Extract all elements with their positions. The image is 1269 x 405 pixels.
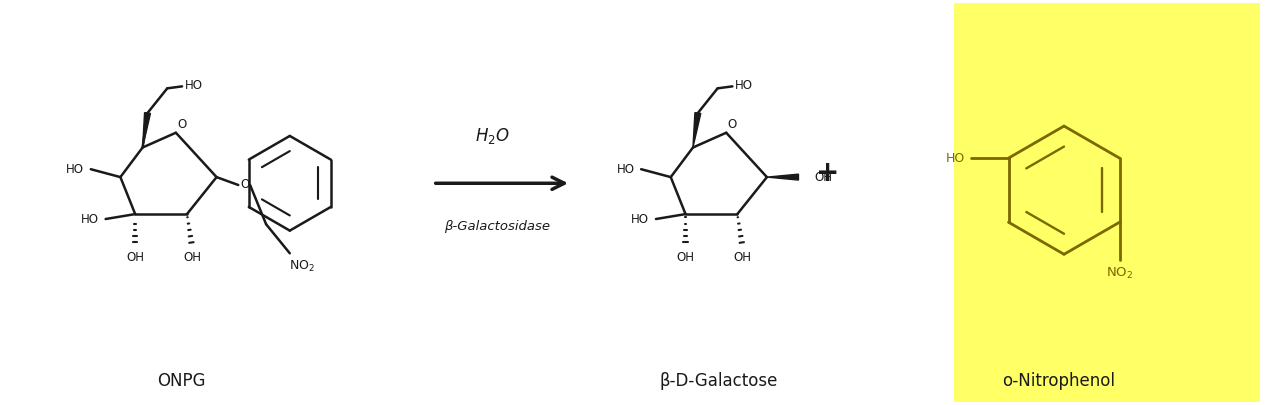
Text: O: O (727, 118, 737, 131)
Text: $H_2O$: $H_2O$ (475, 126, 509, 146)
Text: β-Galactosidase: β-Galactosidase (444, 220, 549, 233)
Text: OH: OH (676, 251, 694, 264)
Text: O: O (241, 179, 250, 192)
Text: ONPG: ONPG (157, 371, 206, 390)
Bar (954, 3, 1260, 402)
Text: HO: HO (735, 79, 754, 92)
Text: HO: HO (81, 213, 99, 226)
Text: O: O (178, 118, 187, 131)
Text: OH: OH (815, 171, 832, 183)
Text: OH: OH (183, 251, 201, 264)
Text: NO$_2$: NO$_2$ (288, 258, 315, 274)
Text: β-D-Galactose: β-D-Galactose (660, 371, 778, 390)
Text: HO: HO (66, 163, 84, 176)
Text: OH: OH (733, 251, 751, 264)
Polygon shape (142, 113, 151, 147)
Text: o-Nitrophenol: o-Nitrophenol (1003, 371, 1115, 390)
Text: HO: HO (945, 151, 964, 164)
Text: NO$_2$: NO$_2$ (1105, 266, 1133, 281)
Text: +: + (816, 160, 839, 188)
Polygon shape (766, 174, 798, 180)
Text: HO: HO (617, 163, 634, 176)
Polygon shape (693, 113, 700, 147)
Text: HO: HO (631, 213, 650, 226)
Text: HO: HO (185, 79, 203, 92)
Text: OH: OH (126, 251, 145, 264)
